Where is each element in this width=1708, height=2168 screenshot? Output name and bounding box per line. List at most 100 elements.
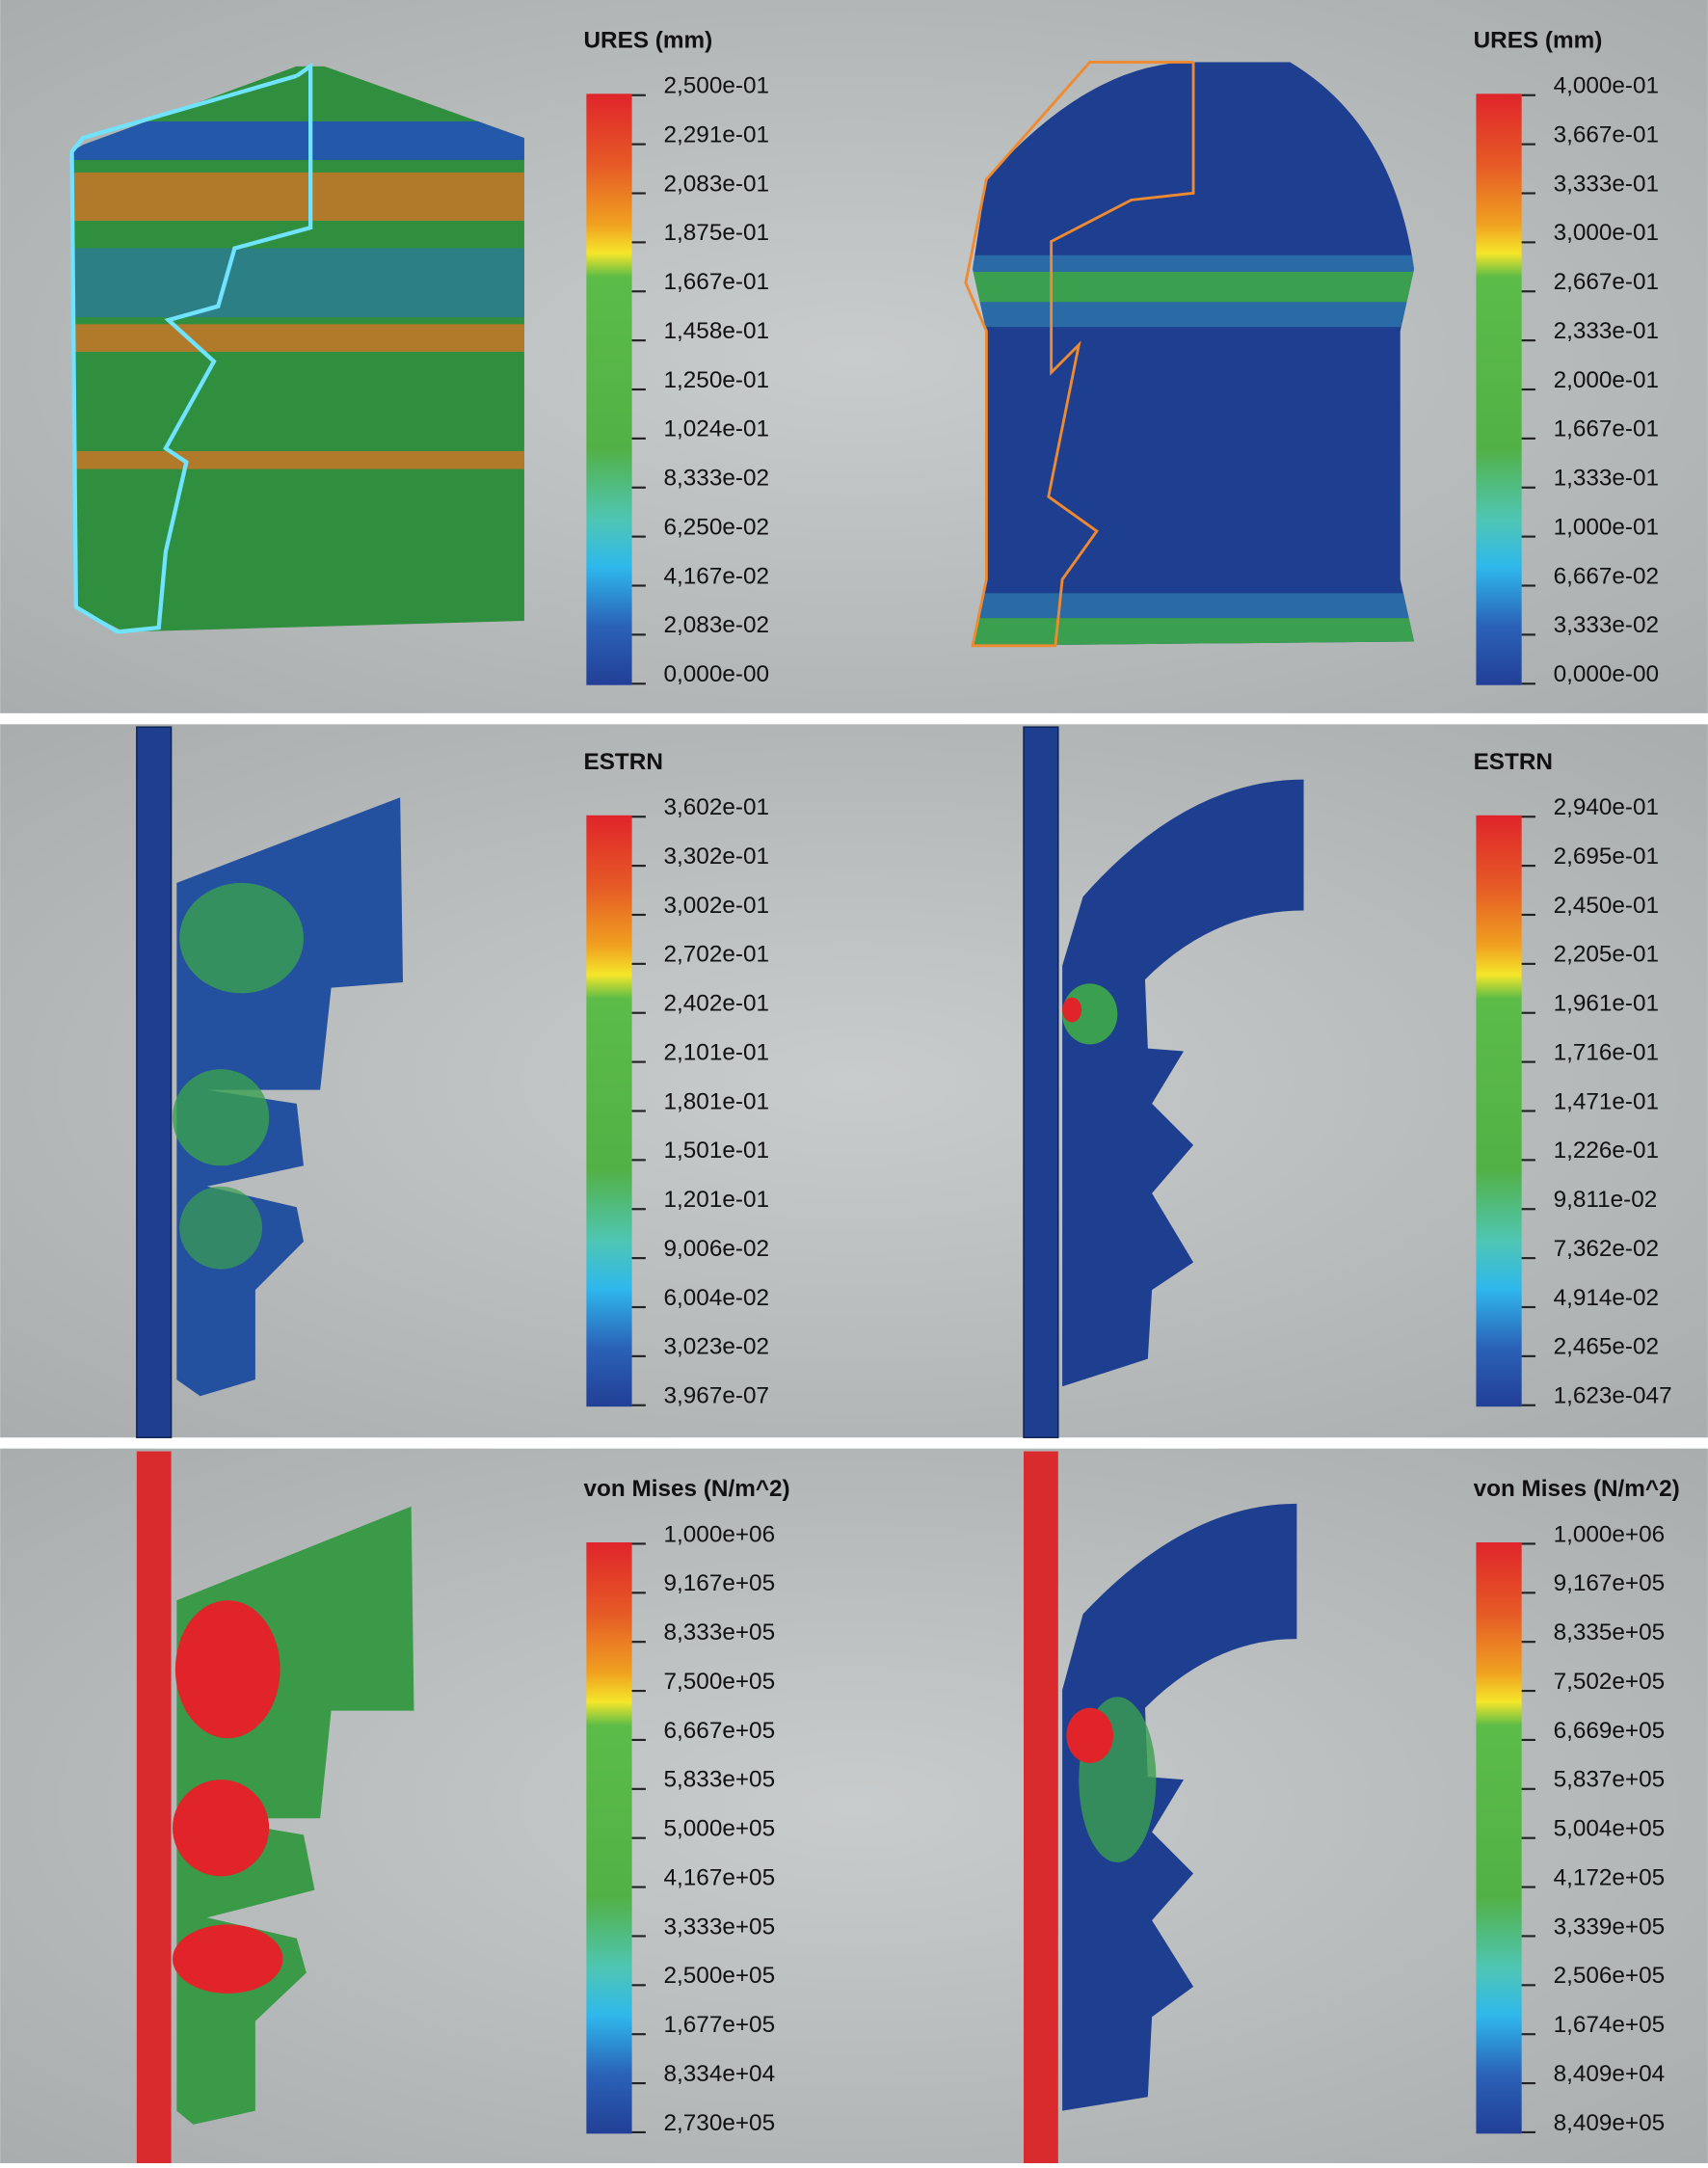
legend-label: 8,333e-02	[664, 466, 770, 492]
legend-label: 3,333e+05	[664, 1914, 776, 1940]
legend-label: 2,506e+05	[1554, 1963, 1666, 1989]
legend-label: 3,002e-01	[664, 893, 770, 919]
legend-label: 5,000e+05	[664, 1816, 776, 1842]
legend-label: 4,000e-01	[1554, 73, 1660, 99]
legend-label: 3,333e-02	[1554, 612, 1660, 638]
model-stress	[1062, 1503, 1297, 2111]
legend-label: 9,167e+05	[1554, 1570, 1666, 1596]
strain-zone	[1062, 997, 1082, 1023]
legend-label: 7,500e+05	[664, 1669, 776, 1695]
legend-label: 7,362e-02	[1554, 1236, 1660, 1262]
legend-label: 1,000e+06	[664, 1521, 776, 1547]
legend-label: 8,333e+05	[664, 1619, 776, 1646]
legend-title: ESTRN	[584, 749, 663, 775]
legend-label: 3,667e-01	[1554, 121, 1660, 147]
legend-label: 6,669e+05	[1554, 1718, 1666, 1744]
legend-label: 2,465e-02	[1554, 1334, 1660, 1360]
rigid-wall	[1023, 726, 1059, 1438]
rigid-wall	[1024, 1451, 1058, 2163]
legend-label: 2,500e-01	[664, 73, 770, 99]
legend-title: ESTRN	[1474, 749, 1553, 775]
legend-label: 3,000e-01	[1554, 220, 1660, 246]
legend-label: 5,837e+05	[1554, 1767, 1666, 1793]
strain-zone	[173, 1069, 270, 1166]
legend-label: 2,695e-01	[1554, 843, 1660, 870]
legend-label: 2,083e-01	[664, 171, 770, 197]
legend-label: 4,914e-02	[1554, 1285, 1660, 1311]
legend-label: 2,101e-01	[664, 1039, 770, 1065]
colorbar	[1476, 1541, 1522, 2134]
legend-label: 2,000e-01	[1554, 367, 1660, 393]
colorbar	[1476, 815, 1522, 1407]
legend-label: 1,801e-01	[664, 1088, 770, 1114]
legend-label: 1,226e-01	[1554, 1138, 1660, 1164]
legend-label: 5,833e+05	[664, 1767, 776, 1793]
legend-label: 3,967e-07	[664, 1383, 770, 1409]
legend-label: 3,302e-01	[664, 843, 770, 870]
colorbar	[586, 94, 632, 685]
legend-label: 1,250e-01	[664, 367, 770, 393]
legend-label: 1,024e-01	[664, 416, 770, 442]
legend-label: 8,335e+05	[1554, 1619, 1666, 1646]
legend-title: URES (mm)	[584, 27, 713, 53]
colorbar	[586, 1541, 632, 2134]
legend-label: 1,674e+05	[1554, 2012, 1666, 2038]
legend-label: 6,667e-02	[1554, 563, 1660, 589]
legend-label: 7,502e+05	[1554, 1669, 1666, 1695]
legend-label: 2,500e+05	[664, 1963, 776, 1989]
model-displacement	[973, 62, 1415, 646]
legend-label: 1,458e-01	[664, 318, 770, 344]
stress-zone	[173, 1924, 283, 1994]
legend-label: 1,961e-01	[1554, 991, 1660, 1017]
legend-label: 1,000e-01	[1554, 514, 1660, 540]
legend-label: 2,450e-01	[1554, 893, 1660, 919]
stress-zone	[173, 1780, 270, 1877]
strain-zone	[179, 882, 304, 994]
legend-label: 8,409e+05	[1554, 2110, 1666, 2136]
legend-label: 1,667e-01	[1554, 416, 1660, 442]
legend-label: 1,000e+06	[1554, 1521, 1666, 1547]
legend-label: 9,006e-02	[664, 1236, 770, 1262]
legend-label: 8,409e+04	[1554, 2061, 1666, 2087]
legend-label: 9,167e+05	[664, 1570, 776, 1596]
legend-label: 2,402e-01	[664, 991, 770, 1017]
legend-label: 2,940e-01	[1554, 794, 1660, 820]
model-displacement	[71, 66, 524, 632]
legend-title: von Mises (N/m^2)	[1474, 1476, 1680, 1502]
legend-label: 5,004e+05	[1554, 1816, 1666, 1842]
legend-label: 0,000e-00	[664, 661, 770, 687]
legend-label: 1,471e-01	[1554, 1088, 1660, 1114]
legend-label: 3,602e-01	[664, 794, 770, 820]
legend-label: 1,501e-01	[664, 1138, 770, 1164]
legend-label: 3,333e-01	[1554, 171, 1660, 197]
legend-label: 4,167e+05	[664, 1864, 776, 1890]
legend-label: 0,000e-00	[1554, 661, 1660, 687]
strain-zone	[179, 1186, 263, 1270]
legend-label: 6,250e-02	[664, 514, 770, 540]
legend-label: 3,339e+05	[1554, 1914, 1666, 1940]
legend-label: 2,083e-02	[664, 612, 770, 638]
legend-label: 1,677e+05	[664, 2012, 776, 2038]
legend-label: 9,811e-02	[1554, 1187, 1658, 1213]
outline	[964, 60, 1195, 648]
legend-label: 2,205e-01	[1554, 942, 1660, 968]
legend-label: 2,702e-01	[664, 942, 770, 968]
legend-label: 3,023e-02	[664, 1334, 770, 1360]
legend-label: 1,623e-047	[1554, 1383, 1672, 1409]
legend-label: 1,667e-01	[664, 269, 770, 295]
legend-label: 8,334e+04	[664, 2061, 776, 2087]
legend-title: von Mises (N/m^2)	[584, 1476, 790, 1502]
legend-label: 1,716e-01	[1554, 1039, 1660, 1065]
legend-label: 1,875e-01	[664, 220, 770, 246]
legend-label: 4,172e+05	[1554, 1864, 1666, 1890]
stress-zone	[1066, 1707, 1114, 1763]
model-strain	[1062, 779, 1304, 1387]
colorbar	[1476, 94, 1522, 685]
legend-label: 6,667e+05	[664, 1718, 776, 1744]
legend-label: 2,291e-01	[664, 121, 770, 147]
legend-label: 2,667e-01	[1554, 269, 1660, 295]
rigid-wall	[136, 726, 173, 1438]
legend-label: 1,333e-01	[1554, 466, 1660, 492]
